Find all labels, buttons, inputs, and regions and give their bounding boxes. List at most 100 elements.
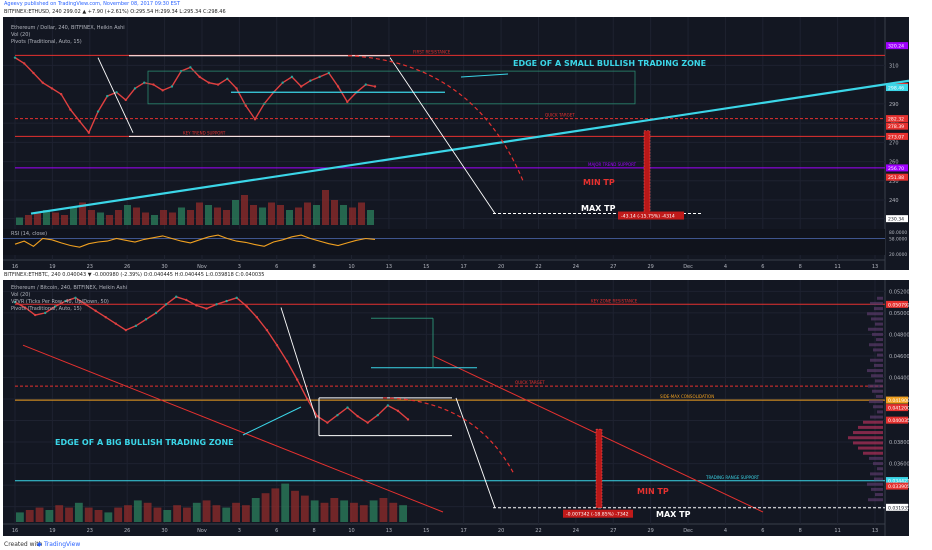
level-label: KEY TREND SUPPORT [183,130,226,135]
price-point [104,316,107,319]
x-tick-label: Nov [197,264,207,270]
vpvr-bar [858,446,883,450]
volume-bar [151,215,158,225]
price-point [265,328,269,332]
x-tick-label: Dec [683,528,693,534]
vpvr-bar [877,410,883,414]
y-tick-label: 310 [889,63,899,69]
price-point [133,87,137,90]
volume-bar [25,510,34,522]
price-point [161,89,164,92]
measure-label: -43.14 (-15.75%) -4314 [621,214,675,220]
price-badge-label: 230.34 [888,217,904,223]
price-point [164,303,168,306]
indicator-label: Vol (20) [11,292,30,298]
volume-bar [115,210,122,225]
x-tick-label: 30 [161,528,167,534]
volume-bar [16,217,23,225]
vpvr-bar [868,498,883,502]
price-point [318,75,321,79]
eth-usd-chart[interactable]: 16 19 23 26 30 Nov 3 6 8 10 13 15 17 20 22 24 27 29 Dec 4 6 8… [3,17,909,270]
volume-bar [79,202,86,225]
vpvr-bar [853,441,883,445]
vpvr-bar [870,358,883,362]
price-badge-label: 282.32 [888,117,904,123]
projection-arrow [455,397,496,508]
volume-bar [286,210,293,225]
price-point [346,406,349,409]
level-label: QUICK TARGET [545,113,575,118]
y-tick-label: 290 [889,102,899,108]
level-label: SIDE-MAX CONSOLIDATION [660,394,714,399]
y-tick-label: 270 [889,140,899,146]
volume-bar [45,510,54,522]
x-tick-label: 20 [498,264,504,270]
vpvr-bar [871,487,883,491]
price-badge-label: 0.050792 [888,302,909,308]
volume-bar [104,512,113,522]
eth-usd-symbol-line: BITFINEX:ETHUSD, 240 299.02 ▲ +7.90 (+2.… [4,9,226,15]
price-badge [886,132,908,140]
price-point [114,322,117,325]
volume-bar [16,512,24,522]
x-tick-label: 30 [161,264,167,270]
max-tp-label: MAX TP [656,510,691,519]
vpvr-bar [874,307,883,311]
price-badge [886,396,908,404]
vpvr-bar [870,472,883,476]
indicator-label: Pivots (Traditional, Auto, 15) [11,39,82,45]
price-badge [886,84,908,92]
chart-background [3,17,909,270]
price-point [78,119,81,123]
x-tick-label: 6 [275,264,278,270]
tradingview-brand[interactable]: TradingView [44,541,81,548]
volume-bar [133,207,140,225]
volume-bar [399,505,407,522]
volume-bar [320,502,329,522]
price-point [245,305,248,308]
volume-bar [241,505,250,522]
price-point [336,413,339,417]
volume-bar [178,207,185,225]
price-point [134,324,138,328]
eth-btc-chart-panel[interactable]: 16 19 23 26 30 Nov 3 6 8 10 13 15 17 20 22 24 27 29 Dec 4 6 8… [3,280,909,536]
x-tick-label: Nov [197,528,207,534]
zone-annotation-pointer [460,73,509,78]
volume-bar [114,507,123,522]
volume-bar [55,505,64,522]
x-tick-label: 8 [799,264,802,270]
price-point [290,75,294,79]
price-point [316,415,319,418]
price-point [23,306,27,309]
x-tick-label: 15 [423,264,429,270]
projection-arrow [389,57,496,214]
footer: Created with ◆ TradingView [0,538,932,550]
x-tick-label: 15 [423,528,429,534]
projection-curve [382,397,514,473]
price-point [106,94,109,98]
volume-bar [202,500,211,522]
price-point [189,66,192,69]
zone-annotation-pointer [242,406,302,436]
eth-btc-chart[interactable]: 16 19 23 26 30 Nov 3 6 8 10 13 15 17 20 22 24 27 29 Dec 4 6 8… [3,280,909,536]
volume-bar [222,507,231,522]
eth-usd-chart-panel[interactable]: 16 19 23 26 30 Nov 3 6 8 10 13 15 17 20 22 24 27 29 Dec 4 6 8… [3,17,909,270]
price-badge [886,300,908,308]
price-point [285,360,289,363]
measure-label-bg [618,211,684,220]
price-badge-label: 0.031935 [888,505,909,511]
price-point [327,71,331,75]
measure-label: -0.007342 (-18.85%) -7342 [566,512,629,518]
volume-bar [192,502,201,522]
price-point [295,378,299,381]
volume-bar [232,502,240,522]
rsi-tick-label: 80.0000 [889,230,907,236]
price-badge-label: 0.040035 [888,418,909,424]
vpvr-bar [875,322,883,326]
vpvr-bar [858,425,883,429]
vpvr-bar [872,332,883,336]
price-point [356,415,359,418]
rsi-tick-label: 20.0000 [889,252,907,258]
